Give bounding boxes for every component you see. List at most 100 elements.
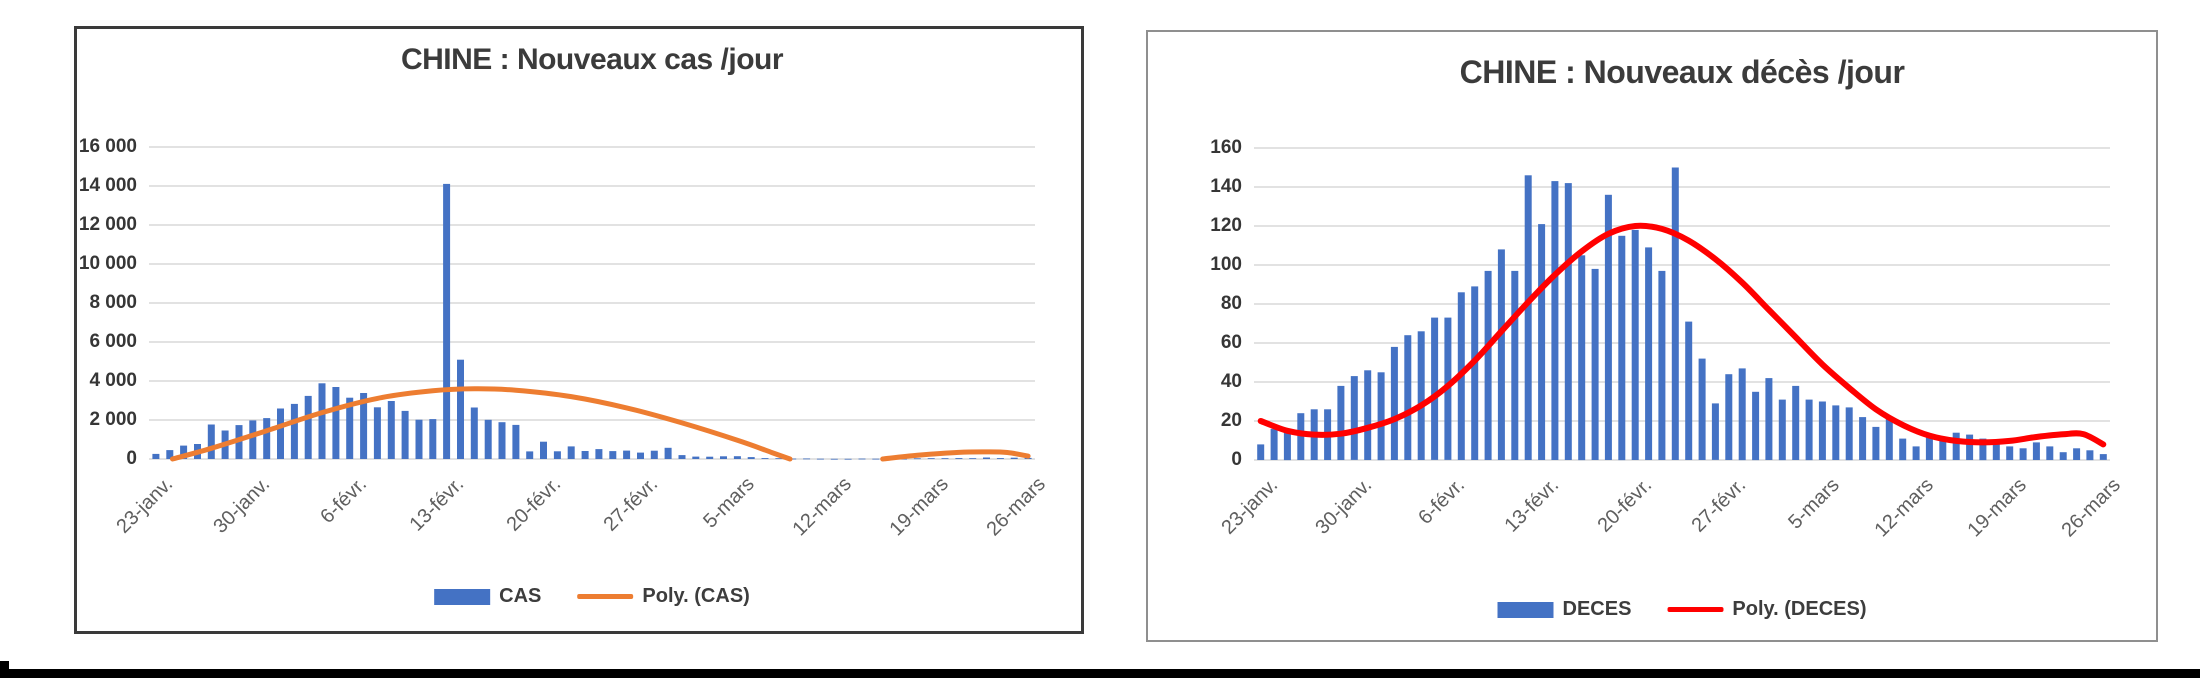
- bar: [526, 451, 534, 459]
- bar: [692, 456, 700, 459]
- legend-label: CAS: [499, 585, 542, 607]
- y-tick-label: 16 000: [78, 136, 137, 157]
- bar: [1899, 438, 1907, 461]
- bar: [1538, 224, 1546, 460]
- bar: [927, 458, 935, 459]
- bar: [595, 449, 603, 459]
- bar: [1551, 181, 1559, 460]
- bar: [803, 458, 811, 460]
- bar: [1818, 401, 1826, 460]
- legend-item: DECES: [1497, 598, 1631, 621]
- bar: [706, 456, 714, 459]
- bar: [1792, 385, 1800, 460]
- bar: [1564, 183, 1572, 460]
- y-tick-label: 0: [126, 448, 137, 469]
- bar: [830, 458, 838, 460]
- deaths-chart-area: CHINE : Nouveaux décès /jour DECES Poly. …: [1148, 32, 2156, 640]
- bar: [207, 424, 215, 459]
- y-tick-label: 120: [1210, 215, 1242, 236]
- bar: [1484, 270, 1492, 460]
- bar: [1377, 372, 1385, 461]
- bar: [1404, 335, 1412, 460]
- bar: [1257, 444, 1265, 460]
- plot-area: [1254, 147, 2110, 461]
- bar: [1725, 374, 1733, 460]
- y-tick-label: 0: [1231, 449, 1242, 470]
- bar: [332, 387, 340, 459]
- bar: [844, 458, 852, 460]
- cases-chart-area: CHINE : Nouveaux cas /jour CAS Poly. (CAS…: [77, 29, 1081, 631]
- bar: [180, 445, 188, 459]
- legend-label: Poly. (CAS): [642, 585, 750, 607]
- bar: [816, 458, 824, 460]
- bar: [747, 457, 755, 459]
- bar: [152, 453, 160, 459]
- bar: [1658, 270, 1666, 460]
- bar: [1979, 438, 1987, 461]
- bar: [1497, 249, 1505, 460]
- bar: [637, 452, 644, 459]
- legend-line-swatch: [1667, 607, 1724, 612]
- y-tick-label: 80: [1220, 293, 1242, 314]
- bar: [1925, 434, 1933, 460]
- y-tick-label: 14 000: [78, 175, 137, 196]
- bar: [2099, 454, 2107, 460]
- bar: [1966, 434, 1974, 460]
- legend-item: Poly. (CAS): [577, 585, 750, 608]
- y-tick-label: 8 000: [89, 292, 137, 313]
- bar: [2086, 450, 2094, 461]
- bar: [1671, 167, 1679, 460]
- bar: [1698, 358, 1706, 460]
- bar: [1645, 247, 1653, 460]
- y-tick-label: 40: [1220, 371, 1242, 392]
- legend-line-swatch: [577, 594, 634, 599]
- bar: [1778, 399, 1786, 461]
- bar: [609, 451, 617, 459]
- bar: [512, 424, 520, 459]
- plot-area: [149, 146, 1035, 462]
- y-tick-label: 60: [1220, 332, 1242, 353]
- bar: [2032, 442, 2040, 460]
- bar: [346, 397, 354, 459]
- bar: [1685, 321, 1693, 460]
- bar: [387, 401, 395, 459]
- y-tick-label: 2 000: [89, 409, 137, 430]
- bar: [318, 383, 326, 459]
- bar: [775, 458, 783, 459]
- y-tick-label: 6 000: [89, 331, 137, 352]
- bar: [1417, 331, 1425, 460]
- y-tick-label: 140: [1210, 176, 1242, 197]
- bar: [429, 419, 437, 459]
- bar: [1270, 428, 1278, 460]
- bar: [1431, 317, 1439, 460]
- bar: [955, 458, 963, 459]
- legend-bar-swatch: [434, 588, 491, 605]
- bar: [567, 446, 575, 459]
- bar: [2073, 448, 2081, 460]
- bar: [443, 183, 451, 459]
- deaths-chart-legend: DECES Poly. (DECES): [1497, 598, 1867, 621]
- bar: [941, 458, 949, 459]
- bar: [761, 458, 769, 459]
- bar: [304, 395, 312, 459]
- bar: [1939, 440, 1947, 460]
- bar: [277, 408, 284, 459]
- bar: [166, 450, 174, 459]
- bar: [1350, 376, 1358, 460]
- bar: [1832, 405, 1840, 460]
- bar: [484, 419, 492, 459]
- bar: [540, 441, 547, 459]
- bar: [1511, 270, 1519, 460]
- bar: [1364, 370, 1372, 460]
- bar: [1337, 385, 1345, 460]
- bar: [498, 422, 506, 459]
- bar: [623, 450, 631, 459]
- bar: [664, 447, 672, 459]
- cases-chart: CHINE : Nouveaux cas /jour CAS Poly. (CAS…: [74, 26, 1084, 634]
- y-tick-label: 100: [1210, 254, 1242, 275]
- bar: [1752, 391, 1760, 461]
- bar: [249, 420, 257, 459]
- bar: [360, 393, 368, 459]
- bar: [913, 458, 921, 460]
- cases-chart-title: CHINE : Nouveaux cas /jour: [400, 43, 784, 76]
